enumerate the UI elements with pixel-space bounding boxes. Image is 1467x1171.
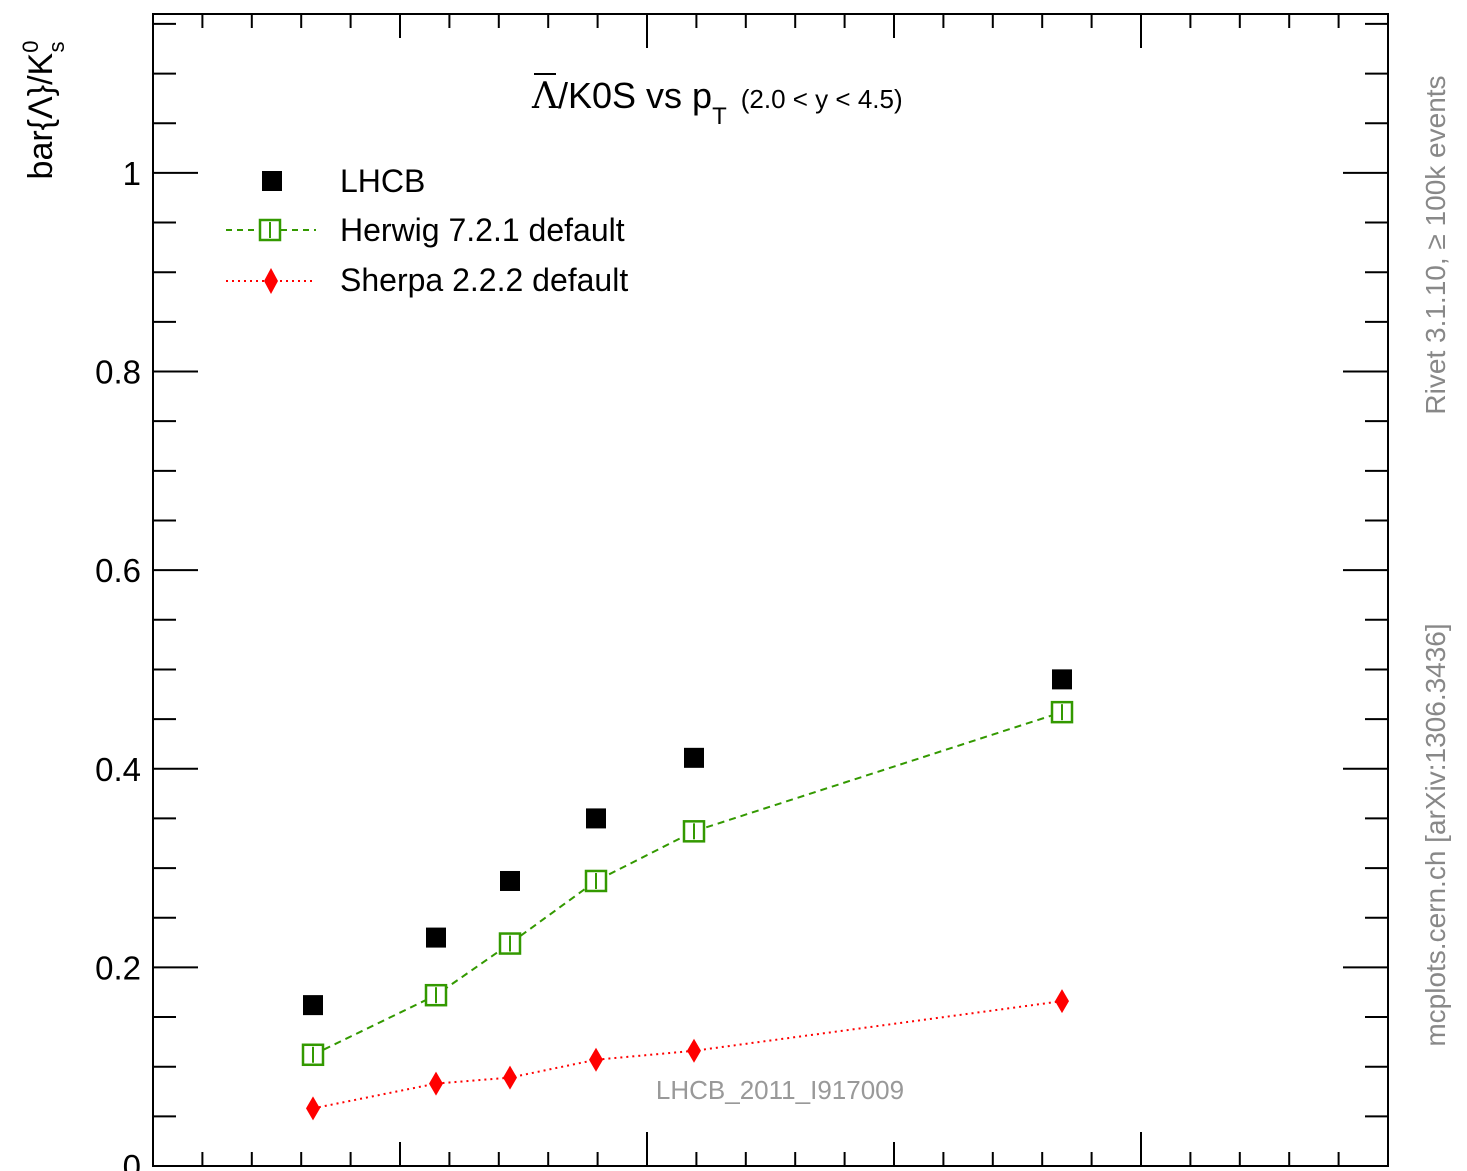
legend: LHCB Herwig 7.2.1 default Sherpa 2.2.2 d…: [226, 163, 628, 298]
lhcb-data-point: [586, 808, 606, 829]
y-tick-label: 0.2: [95, 949, 141, 986]
y-tick-label: 0: [123, 1148, 141, 1171]
svg-text:bar{Λ}/K0s: bar{Λ}/K0s: [18, 41, 69, 180]
title-lambda-symbol: Λ: [531, 76, 559, 117]
x-axis-ticks: [201, 14, 1340, 1166]
legend-sherpa-marker: [264, 268, 278, 294]
title-subscript-t: T: [712, 103, 727, 130]
y-axis-label-sup: 0: [18, 41, 43, 53]
lhcb-data-point: [1052, 669, 1072, 690]
analysis-watermark: LHCB_2011_I917009: [656, 1075, 904, 1105]
svg-text:Λ/K0S vs pT(2.0 < y < 4.5): Λ/K0S vs pT (2.0 < y < 4.5): [531, 75, 903, 130]
title-rapidity: (2.0 < y < 4.5): [741, 84, 903, 114]
sherpa-data-point: [429, 1071, 443, 1096]
legend-sherpa-label: Sherpa 2.2.2 default: [340, 262, 628, 298]
side-label-mcplots: mcplots.cern.ch [arXiv:1306.3436]: [1420, 623, 1451, 1046]
lhcb-data-point: [500, 870, 520, 891]
lhcb-data-point: [303, 995, 323, 1016]
legend-lhcb-marker: [262, 171, 282, 191]
y-axis-ticks: 0 0.2 0.4 0.6 0.8 1: [95, 22, 1388, 1171]
legend-herwig-label: Herwig 7.2.1 default: [340, 212, 625, 248]
y-axis-label-main: bar{Λ}/K: [22, 52, 60, 179]
sherpa-data-point: [589, 1047, 603, 1072]
sherpa-data-point: [1055, 989, 1069, 1014]
y-tick-label: 1: [123, 155, 141, 192]
lhcb-data-point: [426, 927, 446, 948]
y-tick-label: 0.8: [95, 354, 141, 391]
title-main-text: /K0S vs p: [558, 75, 712, 116]
y-axis-label-sub: s: [44, 42, 69, 53]
series-layer: [301, 669, 1074, 1121]
plot-top-edge-cover: [340, 0, 450, 12]
y-tick-label: 0.4: [95, 751, 141, 788]
series-line-1: [312, 711, 1063, 1056]
y-axis-label: bar{Λ}/K0s: [18, 41, 69, 180]
side-label-rivet: Rivet 3.1.10, ≥ 100k events: [1420, 75, 1451, 414]
lhcb-data-point: [684, 747, 704, 768]
plot-title: Λ/K0S vs pT (2.0 < y < 4.5): [531, 73, 903, 130]
y-tick-label: 0.6: [95, 552, 141, 589]
sherpa-data-point: [503, 1065, 517, 1090]
sherpa-data-point: [306, 1096, 320, 1121]
legend-lhcb-label: LHCB: [340, 163, 425, 199]
plot-frame: [152, 13, 1389, 1167]
sherpa-data-point: [687, 1038, 701, 1063]
